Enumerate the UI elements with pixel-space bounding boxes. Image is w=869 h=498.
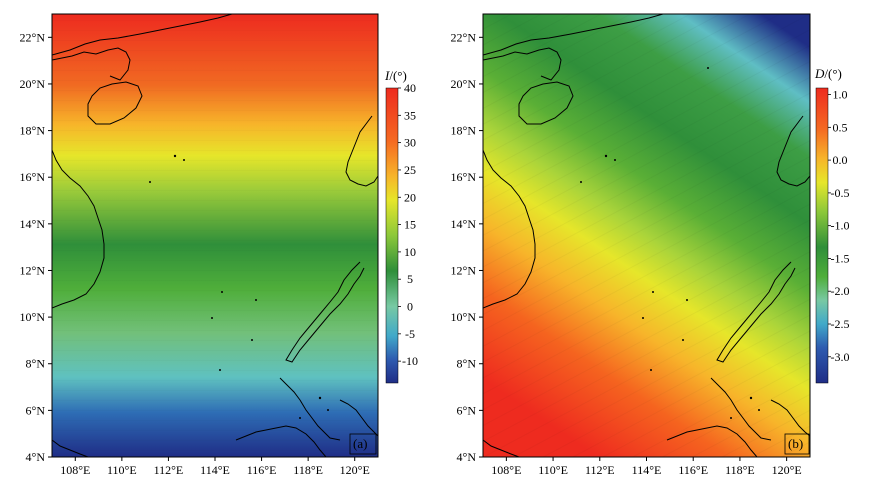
panel-a-lat-label: 20°N	[20, 77, 46, 91]
panel-a-lat-axis: 22°N 20°N 18°N 16°N 14°N 12°N 10°N 8°N 6°N 4°N	[20, 30, 52, 464]
panel-b-lon-label: 118°E	[725, 463, 755, 477]
panel-b-lon-axis: 108°E 110°E 112°E 114°E 116°E 118°E 120°E	[491, 457, 802, 477]
panel-b-lat-label: 12°N	[451, 263, 477, 277]
panel-a-lon-label: 114°E	[200, 463, 230, 477]
panel-b-colorbar: D/(°) 1.0 0.5 0.0 -0.5 -1.0 -1.5 -2.0 -2.5 -3.0	[814, 66, 850, 384]
panel-b-lon-label: 116°E	[678, 463, 708, 477]
panel-a-colorbar-tick-label: 0	[407, 300, 413, 314]
panel-b-colorbar-tick-label: -3.0	[831, 350, 850, 364]
panel-a-lat-label: 18°N	[20, 124, 46, 138]
panel-b: (b) 22°N 20°N 18°N 16°N 14°N 12°N 10°N 8°N 6°N 4°…	[451, 13, 850, 477]
panel-a-coastlines	[52, 14, 378, 457]
panel-b-colorbar-tick-label: -0.5	[831, 186, 850, 200]
panel-a-colorbar-tick-label: 15	[404, 218, 416, 232]
panel-a: (a) 22°N 20°N 18°N 16°N 14°N 12°N 10°N 8°N 6°N 4°…	[20, 13, 418, 477]
panel-b-label: (b)	[788, 436, 803, 451]
panel-a-colorbar-tick-label: 30	[404, 136, 416, 150]
panel-b-colorbar-tick-label: -1.0	[831, 219, 850, 233]
panel-a-colorbar: I/(°) 40 35 30 25 20 15 10 5 0 -5 -10	[384, 68, 418, 384]
panel-a-lon-axis: 108°E 110°E 112°E 114°E 116°E 118°E 120°E	[60, 457, 370, 477]
panel-b-colorbar-tick-label: 0.0	[833, 153, 848, 167]
panel-a-colorbar-title-unit: /(°)	[389, 68, 406, 83]
panel-b-islands	[580, 67, 760, 419]
panel-a-lat-label: 22°N	[20, 30, 46, 44]
panel-a-colorbar-tick-label: -5	[405, 327, 415, 341]
panel-b-lon-label: 114°E	[632, 463, 662, 477]
panel-b-lat-label: 6°N	[457, 403, 477, 417]
panel-b-lat-axis: 22°N 20°N 18°N 16°N 14°N 12°N 10°N 8°N 6°N 4°N	[451, 30, 483, 464]
panel-a-lon-label: 110°E	[107, 463, 137, 477]
panel-a-lon-label: 118°E	[293, 463, 323, 477]
panel-b-label-box	[784, 433, 810, 455]
panel-b-lat-label: 20°N	[451, 77, 477, 91]
panel-a-colorbar-tick-label: 20	[404, 190, 416, 204]
panel-a-colorbar-tick-label: 25	[404, 163, 416, 177]
panel-a-lat-label: 16°N	[20, 170, 46, 184]
panel-a-lat-label: 8°N	[26, 357, 46, 371]
panel-b-colorbar-tick-label: -2.0	[831, 284, 850, 298]
panel-a-colorbar-title: I/(°)	[384, 68, 407, 83]
panel-a-label-box	[349, 433, 377, 455]
panel-a-lon-label: 112°E	[154, 463, 184, 477]
panel-a-lon-label: 116°E	[247, 463, 277, 477]
panel-a-islands	[149, 154, 329, 419]
panel-a-lat-label: 14°N	[20, 217, 46, 231]
panel-b-lon-label: 108°E	[491, 463, 521, 477]
panel-a-colorbar-tick-label: 35	[404, 108, 416, 122]
panel-b-colorbar-ticks: 1.0 0.5 0.0 -0.5 -1.0 -1.5 -2.0 -2.5 -3.0	[828, 88, 850, 364]
panel-b-colorbar-tick-label: 0.5	[833, 120, 848, 134]
panel-a-lat-label: 4°N	[26, 450, 46, 464]
panel-a-colorbar-tick-label: 5	[407, 272, 413, 286]
panel-b-colorbar-title: D/(°)	[814, 66, 842, 81]
panel-b-lat-label: 16°N	[451, 170, 477, 184]
panel-b-lat-label: 4°N	[457, 450, 477, 464]
panel-a-colorbar-ticks: 40 35 30 25 20 15 10 5 0 -5 -10	[398, 81, 418, 368]
panel-b-lat-label: 10°N	[451, 310, 477, 324]
panel-b-colorbar-tick-label: 1.0	[833, 88, 848, 102]
panel-a-lat-label: 6°N	[26, 403, 46, 417]
panel-a-colorbar-ramp	[385, 87, 399, 384]
panel-a-colorbar-tick-label: 40	[404, 81, 416, 95]
panel-b-lat-label: 22°N	[451, 30, 477, 44]
panel-b-coastlines	[483, 14, 810, 457]
panel-a-lon-label: 108°E	[60, 463, 90, 477]
panel-b-lon-label: 120°E	[772, 463, 802, 477]
panel-b-lat-label: 18°N	[451, 124, 477, 138]
panel-a-lon-label: 120°E	[340, 463, 370, 477]
panel-a-colorbar-tick-label: 10	[404, 245, 416, 259]
panel-b-lat-label: 8°N	[457, 357, 477, 371]
panel-b-colorbar-title-symbol: D	[814, 66, 825, 81]
panel-a-label: (a)	[353, 436, 367, 451]
panel-b-lat-label: 14°N	[451, 217, 477, 231]
panel-b-colorbar-ramp	[815, 87, 829, 384]
panel-b-colorbar-tick-label: -1.5	[831, 251, 850, 265]
panel-b-colorbar-tick-label: -2.5	[831, 317, 850, 331]
panel-b-colorbar-title-unit: /(°)	[824, 66, 841, 81]
panel-b-lon-label: 110°E	[538, 463, 568, 477]
panel-a-lat-label: 12°N	[20, 263, 46, 277]
panel-a-lat-label: 10°N	[20, 310, 46, 324]
panel-b-lon-label: 112°E	[585, 463, 615, 477]
panel-a-colorbar-title-symbol: I	[384, 68, 390, 83]
panel-a-colorbar-tick-label: -10	[402, 354, 418, 368]
